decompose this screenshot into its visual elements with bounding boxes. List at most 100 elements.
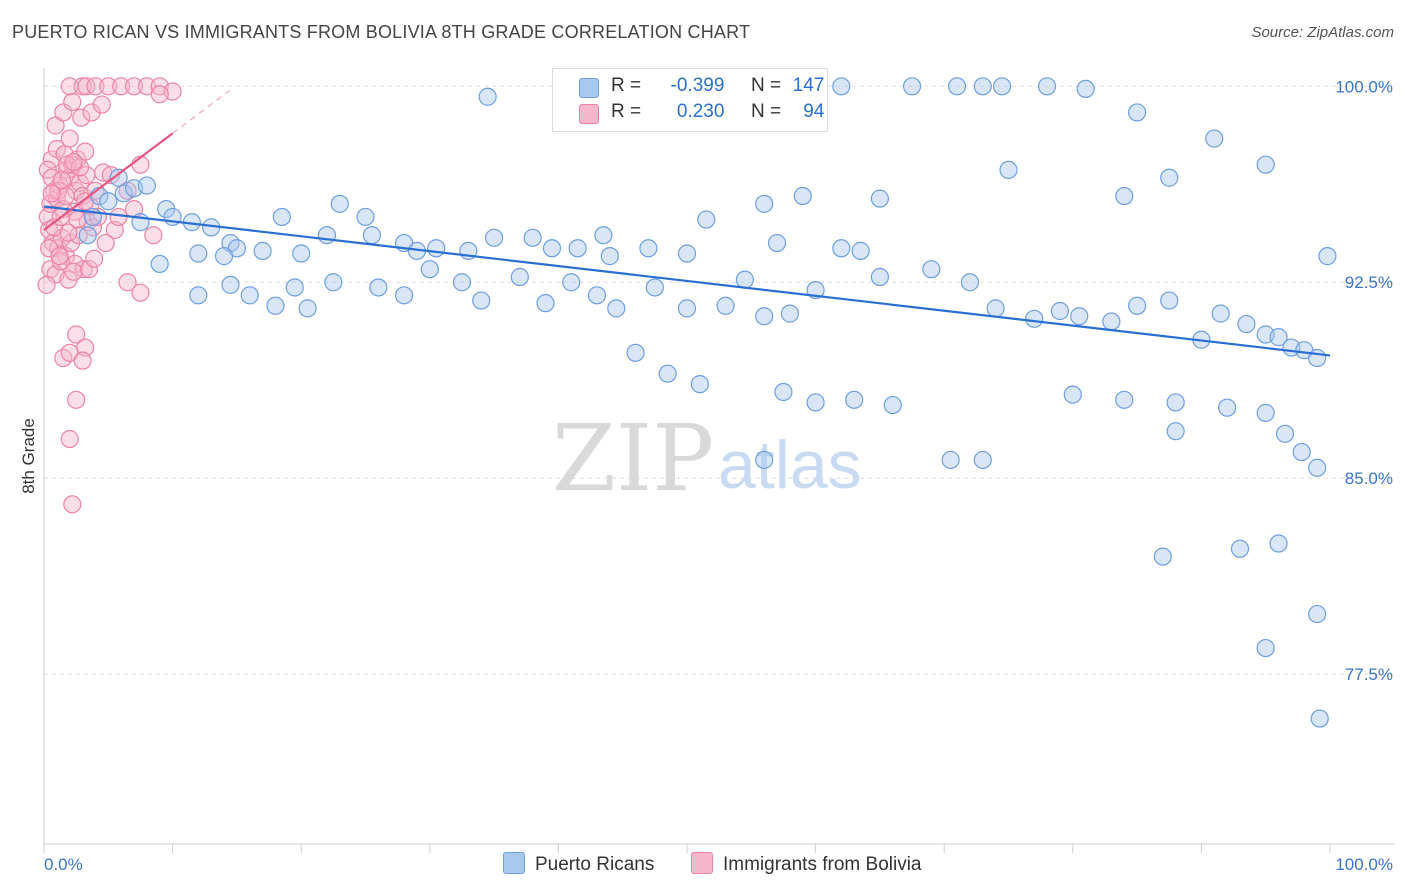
bolivia-trend-extension xyxy=(172,89,231,134)
bolivia-point xyxy=(59,223,78,242)
puerto-rican-point xyxy=(394,286,414,305)
bolivia-point xyxy=(92,95,111,114)
puerto-rican-point xyxy=(1269,534,1288,553)
y-tick-label: 100.0% xyxy=(1335,77,1393,96)
puerto-rican-point xyxy=(902,77,922,96)
puerto-rican-point xyxy=(1127,103,1147,122)
puerto-rican-point xyxy=(1230,539,1250,558)
bolivia-trend-line xyxy=(43,132,174,231)
puerto-rican-point xyxy=(330,194,349,213)
series-puerto-rican-points xyxy=(78,77,1337,728)
puerto-rican-point xyxy=(478,87,497,106)
puerto-rican-point xyxy=(1070,307,1089,326)
puerto-rican-point xyxy=(137,176,156,195)
puerto-rican-point xyxy=(362,226,382,245)
bolivia-point xyxy=(64,152,83,172)
puerto-rican-point xyxy=(272,207,292,227)
puerto-rican-point xyxy=(1218,398,1237,417)
bolivia-point xyxy=(42,184,61,203)
puerto-rican-point xyxy=(78,226,97,245)
bolivia-point xyxy=(124,77,144,96)
puerto-rican-point xyxy=(806,393,825,412)
legend-r-label: R = xyxy=(611,75,642,96)
puerto-rican-point xyxy=(266,296,285,315)
puerto-rican-point xyxy=(626,343,645,362)
puerto-rican-point xyxy=(870,267,890,287)
bolivia-point xyxy=(50,247,69,266)
puerto-rican-point xyxy=(639,239,658,258)
puerto-rican-point xyxy=(1269,328,1288,347)
y-tick-label: 77.5% xyxy=(1345,665,1393,684)
puerto-rican-point xyxy=(1211,304,1230,323)
bottom-legend-label-pink: Immigrants from Bolivia xyxy=(723,854,922,875)
legend-n-label: N = xyxy=(750,75,782,96)
bolivia-point xyxy=(63,92,82,112)
puerto-rican-point xyxy=(214,247,234,266)
x-tick-label: 0.0% xyxy=(44,855,83,874)
puerto-rican-point xyxy=(109,168,128,187)
bolivia-point xyxy=(52,171,72,190)
bolivia-point xyxy=(109,207,128,227)
puerto-rican-point xyxy=(253,241,272,260)
puerto-rican-point xyxy=(1153,547,1172,566)
puerto-rican-point xyxy=(697,210,716,229)
puerto-rican-point xyxy=(922,260,941,279)
puerto-rican-point xyxy=(960,273,980,292)
puerto-rican-point xyxy=(1166,422,1185,441)
bolivia-point xyxy=(63,495,82,514)
legend-swatch-pink xyxy=(579,104,599,124)
y-tick-label: 85.0% xyxy=(1345,469,1393,488)
puerto-rican-point xyxy=(1025,309,1044,328)
puerto-rican-point xyxy=(356,207,375,227)
puerto-rican-point xyxy=(755,194,774,213)
bolivia-point xyxy=(60,129,79,148)
puerto-rican-point xyxy=(542,239,562,258)
puerto-rican-point xyxy=(999,160,1018,179)
puerto-rican-point xyxy=(1063,385,1082,404)
bolivia-point xyxy=(79,260,99,279)
puerto-rican-point xyxy=(716,296,735,315)
puerto-rican-point xyxy=(755,450,774,470)
puerto-rican-point xyxy=(832,77,851,96)
puerto-rican-point xyxy=(986,299,1005,318)
bolivia-point xyxy=(118,273,137,292)
puerto-rican-point xyxy=(1102,312,1121,331)
puerto-rican-point xyxy=(1160,291,1179,310)
puerto-rican-point xyxy=(1166,393,1185,412)
puerto-rican-point xyxy=(1037,77,1057,96)
grid-lines xyxy=(44,85,1390,675)
bolivia-point xyxy=(64,262,83,281)
puerto-rican-point xyxy=(1127,296,1147,315)
puerto-rican-point xyxy=(285,278,304,297)
bolivia-point xyxy=(37,275,56,294)
puerto-rican-point xyxy=(941,450,960,470)
puerto-rican-point xyxy=(883,395,902,415)
bolivia-point xyxy=(73,351,92,370)
chart-title: PUERTO RICAN VS IMMIGRANTS FROM BOLIVIA … xyxy=(12,22,751,42)
bolivia-point xyxy=(67,390,86,409)
puerto-rican-point xyxy=(369,278,388,297)
puerto-rican-point xyxy=(298,299,317,318)
correlation-legend: R = -0.399 N = 147 R = 0.230 N = 94 xyxy=(552,68,828,132)
bolivia-point xyxy=(144,226,163,245)
puerto-rican-point xyxy=(645,278,664,297)
puerto-rican-point xyxy=(845,390,864,409)
puerto-rican-point xyxy=(510,267,529,287)
bolivia-point xyxy=(86,77,105,96)
bottom-legend-label-blue: Puerto Ricans xyxy=(535,854,655,875)
bolivia-point xyxy=(72,108,91,127)
puerto-rican-point xyxy=(150,254,169,274)
puerto-rican-point xyxy=(947,77,967,96)
puerto-rican-point xyxy=(832,239,851,258)
puerto-rican-point xyxy=(607,299,626,318)
bolivia-point xyxy=(96,233,115,253)
legend-r-label: R = xyxy=(611,101,642,122)
puerto-rican-point xyxy=(1256,403,1275,422)
y-axis-title: 8th Grade xyxy=(19,418,38,494)
puerto-rican-point xyxy=(677,244,697,263)
puerto-rican-point xyxy=(99,192,118,211)
puerto-rican-point xyxy=(452,273,472,292)
puerto-rican-point xyxy=(1256,638,1275,658)
puerto-rican-point xyxy=(658,364,677,383)
